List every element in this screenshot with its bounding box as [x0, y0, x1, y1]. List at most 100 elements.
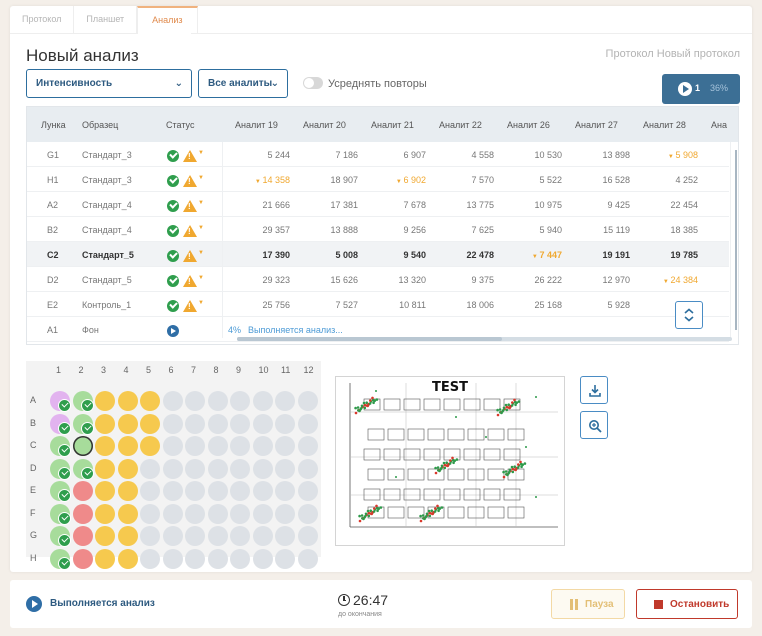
plate-well[interactable]	[140, 503, 160, 524]
plate-well[interactable]	[117, 526, 138, 546]
col-header-analyte-28[interactable]: Аналит 28	[643, 120, 686, 130]
plate-well[interactable]	[207, 526, 228, 546]
plate-well[interactable]	[275, 503, 295, 524]
col-header-sample[interactable]: Образец	[82, 120, 119, 130]
plate-well[interactable]	[185, 413, 205, 434]
col-header-analyte-26[interactable]: Аналит 26	[507, 120, 550, 130]
plate-well[interactable]	[207, 548, 228, 569]
col-header-analyte-22[interactable]: Аналит 22	[439, 120, 482, 130]
plate-well[interactable]	[252, 526, 273, 546]
warning-icon[interactable]	[183, 275, 197, 287]
plate-well[interactable]	[95, 481, 115, 501]
plate-well[interactable]	[95, 436, 115, 456]
table-row[interactable]: A2 Стандарт_4 ▼ 21 666 17 381 7 678 13 775 10 9…	[27, 192, 729, 217]
warning-caret-icon[interactable]: ▼	[198, 150, 204, 156]
plate-well[interactable]	[72, 413, 94, 435]
plate-well[interactable]	[95, 391, 115, 411]
plate-well[interactable]	[207, 503, 228, 524]
plate-well[interactable]	[162, 481, 183, 501]
plate-well[interactable]	[50, 458, 71, 480]
plate-well[interactable]	[297, 526, 318, 546]
plate-well[interactable]	[140, 526, 160, 546]
plate-well[interactable]	[207, 391, 228, 411]
plate-well[interactable]	[297, 481, 318, 501]
plate-well[interactable]	[297, 503, 318, 524]
plate-well[interactable]	[297, 413, 318, 434]
plate-well[interactable]	[162, 436, 183, 456]
plate-well[interactable]	[207, 481, 228, 501]
plate-well[interactable]	[95, 413, 115, 434]
plate-well[interactable]	[207, 458, 228, 479]
plate-well[interactable]	[72, 548, 93, 569]
horizontal-scroll-thumb[interactable]	[237, 337, 502, 341]
plate-well[interactable]	[252, 458, 273, 479]
plate-well[interactable]	[275, 436, 295, 456]
col-header-analyte-20[interactable]: Аналит 20	[303, 120, 346, 130]
plate-well[interactable]	[117, 548, 138, 569]
plate-well[interactable]	[230, 481, 250, 501]
plate-well[interactable]	[95, 548, 115, 569]
plate-well[interactable]	[140, 436, 160, 456]
plate-well[interactable]	[72, 481, 93, 501]
run-status-button[interactable]: 1 36%	[662, 74, 740, 104]
warning-caret-icon[interactable]: ▼	[198, 275, 204, 281]
plate-well[interactable]	[230, 413, 250, 434]
plate-well[interactable]	[230, 391, 250, 411]
plate-well[interactable]	[50, 526, 71, 547]
plate-well[interactable]	[72, 436, 93, 456]
plate-well[interactable]	[252, 503, 273, 524]
download-button[interactable]	[580, 376, 608, 404]
plate-well[interactable]	[185, 548, 205, 569]
plate-well[interactable]	[50, 503, 71, 525]
plate-well[interactable]	[207, 436, 228, 456]
plate-well[interactable]	[230, 526, 250, 546]
plate-well[interactable]	[162, 548, 183, 569]
plate-well[interactable]	[162, 526, 183, 546]
horizontal-scrollbar[interactable]	[237, 337, 732, 341]
plate-well[interactable]	[162, 503, 183, 524]
table-row[interactable]: G1 Стандарт_3 ▼ 5 244 7 186 6 907 4 558 10 530 1…	[27, 142, 729, 167]
plate-well[interactable]	[185, 458, 205, 479]
warning-caret-icon[interactable]: ▼	[198, 250, 204, 256]
plate-well[interactable]	[50, 436, 71, 457]
plate-well[interactable]	[72, 503, 93, 524]
plate-well[interactable]	[230, 436, 250, 456]
plate-well[interactable]	[185, 526, 205, 546]
plate-well[interactable]	[275, 458, 295, 479]
plate-well[interactable]	[297, 391, 318, 411]
stop-button[interactable]: Остановить	[636, 589, 738, 619]
plate-well[interactable]	[72, 526, 93, 546]
plate-well[interactable]	[230, 548, 250, 569]
plate-well[interactable]	[140, 548, 160, 569]
sort-toggle-button[interactable]	[675, 301, 703, 329]
warning-icon[interactable]	[183, 175, 197, 187]
zoom-in-button[interactable]	[580, 411, 608, 439]
plate-well[interactable]	[275, 481, 295, 501]
col-header-analyte-21[interactable]: Аналит 21	[371, 120, 414, 130]
plate-well[interactable]	[252, 413, 273, 434]
plate-well[interactable]	[95, 503, 115, 524]
tab-analysis[interactable]: Анализ	[137, 6, 198, 34]
plate-well[interactable]	[185, 481, 205, 501]
plate-well[interactable]	[185, 436, 205, 456]
plate-well[interactable]	[252, 548, 273, 569]
vertical-scrollbar[interactable]	[730, 142, 738, 338]
plate-well[interactable]	[162, 391, 183, 411]
warning-caret-icon[interactable]: ▼	[198, 175, 204, 181]
table-row[interactable]: A1 Фон 4% Выполняется анализ...	[27, 317, 729, 342]
warning-caret-icon[interactable]: ▼	[198, 200, 204, 206]
table-row[interactable]: D2 Стандарт_5 ▼ 29 323 15 626 13 320 9 375 26 2…	[27, 267, 729, 292]
col-header-analyte-27[interactable]: Аналит 27	[575, 120, 618, 130]
plate-well[interactable]	[275, 391, 295, 411]
plate-well[interactable]	[117, 413, 138, 434]
plate-well[interactable]	[162, 413, 183, 434]
col-header-well[interactable]: Лунка	[41, 120, 66, 130]
plate-well[interactable]	[252, 391, 273, 411]
vertical-scroll-thumb[interactable]	[735, 150, 737, 330]
plate-well[interactable]	[117, 436, 138, 456]
plate-well[interactable]	[162, 458, 183, 479]
plate-well[interactable]	[50, 548, 71, 570]
tab-protocol[interactable]: Протокол	[10, 6, 75, 34]
col-header-analyte-cut[interactable]: Ана	[711, 120, 727, 130]
